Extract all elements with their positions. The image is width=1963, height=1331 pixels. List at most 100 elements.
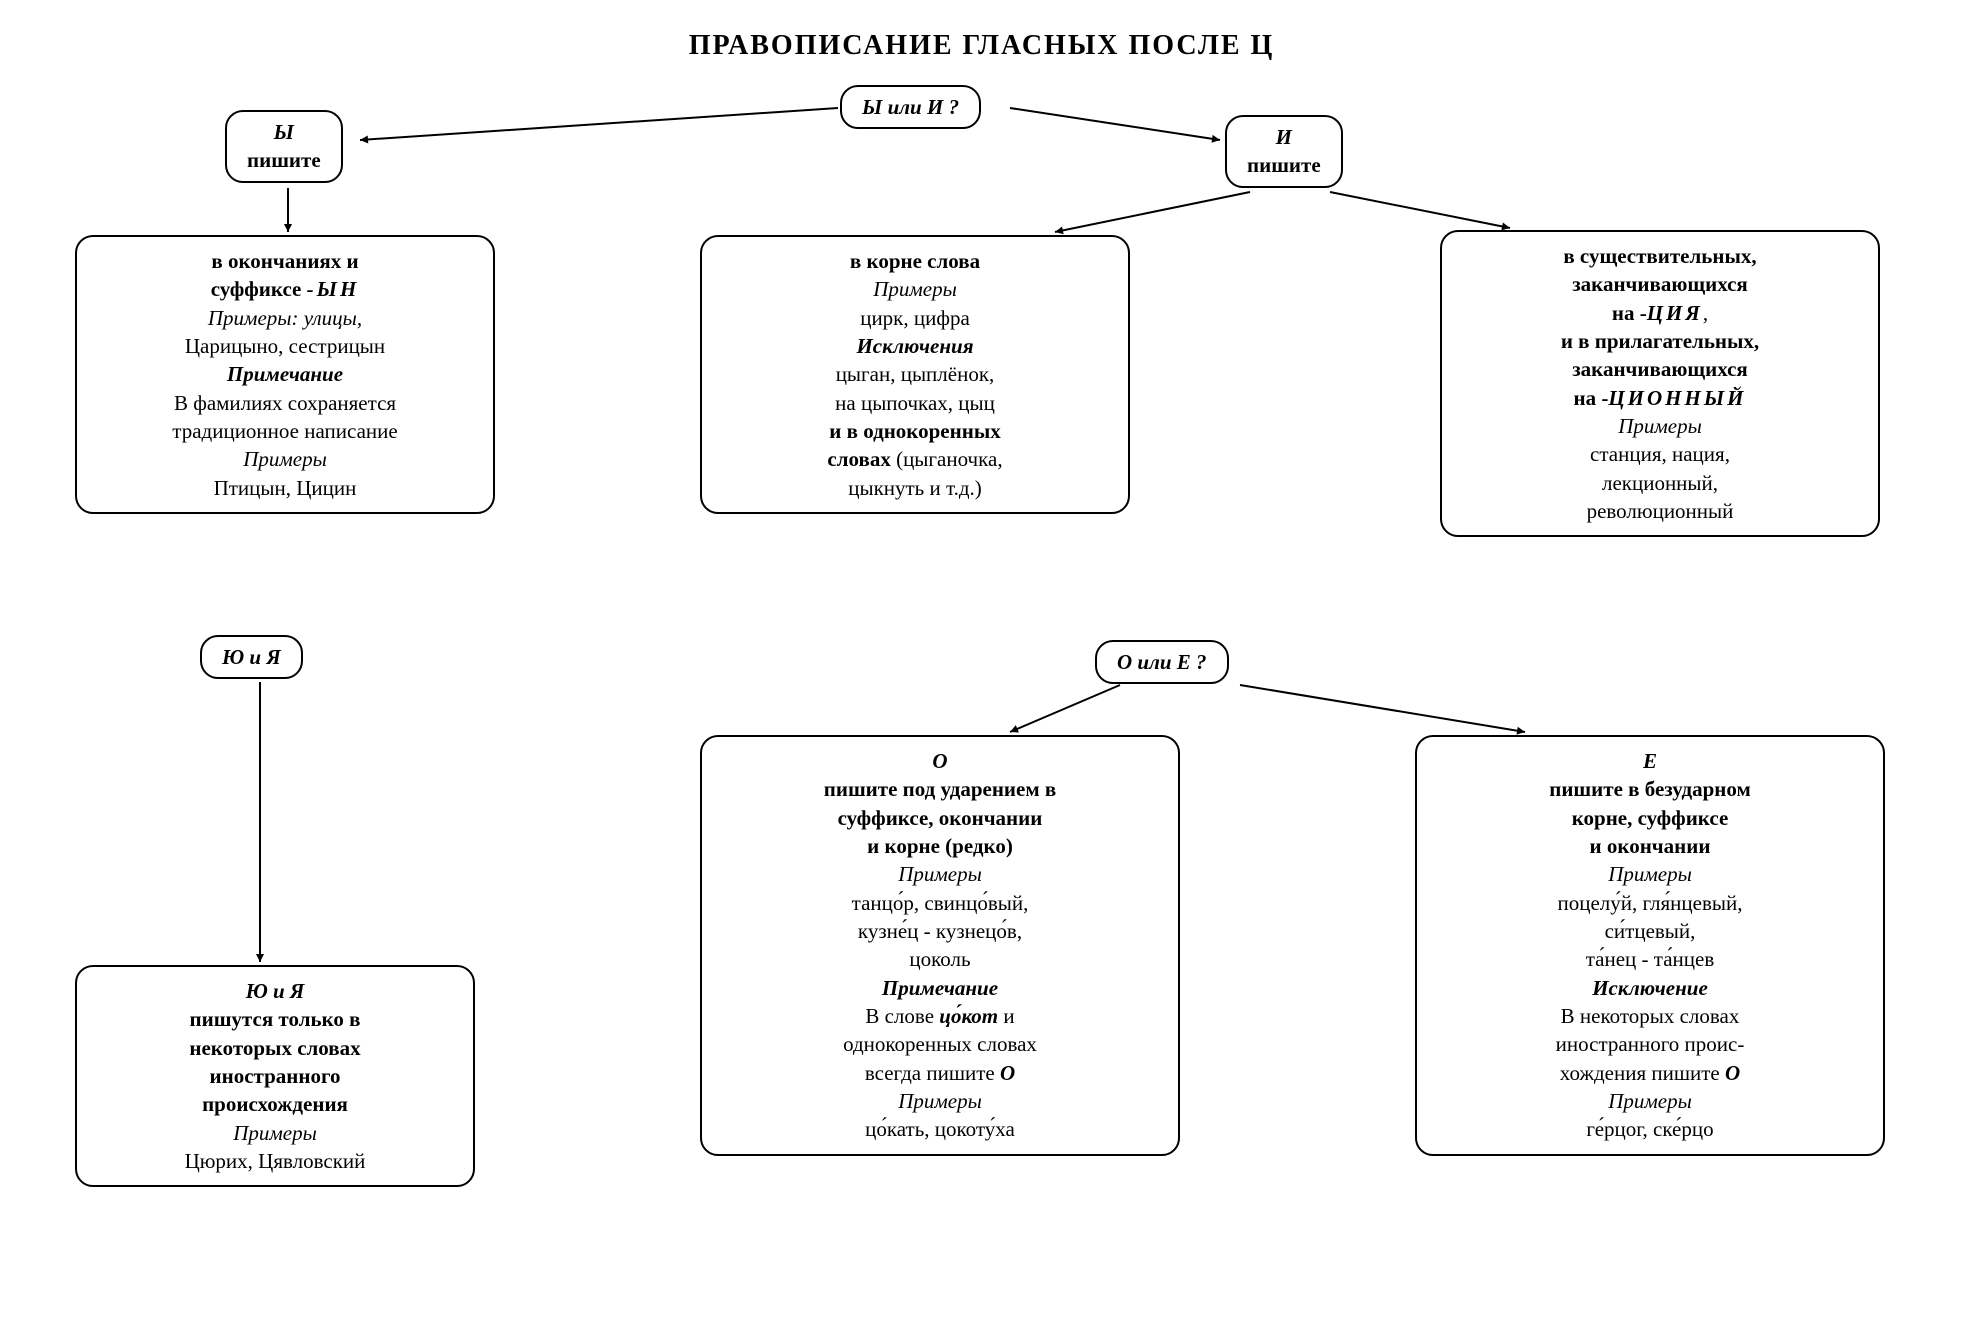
text-line: цирк, цифра [718,304,1112,332]
text-span: ЦИОННЫЙ [1608,386,1746,410]
text-span: ЦИЯ [1647,301,1703,325]
text-line: пишите под ударением в [718,775,1162,803]
text-line: цыкнуть и т.д.) [718,474,1112,502]
text-line: станция, нация, [1458,440,1862,468]
text-line: революционный [1458,497,1862,525]
text-line: заканчивающихся [1458,270,1862,298]
text-line: кузне́ц - кузнецо́в, [718,917,1162,945]
text-line: в существительных, [1458,242,1862,270]
text-line: иностранного [93,1062,457,1090]
text-line: заканчивающихся [1458,355,1862,383]
text-line: Исключения [718,332,1112,360]
edge-q2-o [1010,685,1120,732]
text-span: Примеры: улицы, [208,306,362,330]
text-line: Птицын, Цицин [93,474,477,502]
text-line: всегда пишите О [718,1059,1162,1087]
text-line: Е [1433,747,1867,775]
text-line: хождения пишите О [1433,1059,1867,1087]
text-span: (цыганочка, [896,447,1003,471]
edge-q1-y [360,108,838,140]
head-y-word: пишите [247,146,321,174]
box-yuya-rule: Ю и Я пишутся только в некоторых словах … [75,965,475,1187]
text-line: Примеры [1433,1087,1867,1115]
text-span: суффиксе [211,277,307,301]
text-span: хождения пишите [1560,1061,1725,1085]
text-span: цо́кот [939,1004,998,1028]
text-line: Примеры [718,860,1162,888]
text-line: пишите в безударном [1433,775,1867,803]
text-line: Примеры: улицы, [93,304,477,332]
head-i-word: пишите [1247,151,1321,179]
edge-i-box1 [1055,192,1250,232]
text-span: О [1725,1061,1740,1085]
head-i-letter: И [1247,123,1321,151]
text-line: в корне слова [718,247,1112,275]
text-line: на -ЦИЯ, [1458,299,1862,327]
text-line: и окончании [1433,832,1867,860]
text-line: Исключение [1433,974,1867,1002]
box-i-ciya: в существительных, заканчивающихся на -Ц… [1440,230,1880,537]
text-line: суффиксе -ЫН [93,275,477,303]
text-line: иностранного проис- [1433,1030,1867,1058]
box-o-rule: О пишите под ударением в суффиксе, оконч… [700,735,1180,1156]
text-line: Примеры [1433,860,1867,888]
text-line: на цыпочках, цыц [718,389,1112,417]
text-line: В некоторых словах [1433,1002,1867,1030]
text-line: на -ЦИОННЫЙ [1458,384,1862,412]
text-line: Примечание [718,974,1162,1002]
box-i-root: в корне слова Примеры цирк, цифра Исключ… [700,235,1130,514]
text-line: происхождения [93,1090,457,1118]
text-line: Царицыно, сестрицын [93,332,477,360]
text-line: Примеры [718,1087,1162,1115]
text-line: Примеры [1458,412,1862,440]
text-line: О [718,747,1162,775]
text-span: на - [1573,386,1608,410]
text-line: словах (цыганочка, [718,445,1112,473]
text-line: ге́рцог, ске́рцо [1433,1115,1867,1143]
text-line: Примеры [718,275,1112,303]
text-line: Примеры [93,445,477,473]
text-line: традиционное написание [93,417,477,445]
text-line: Цюрих, Цявловский [93,1147,457,1175]
text-span: словах [827,447,890,471]
text-line: та́нец - та́нцев [1433,945,1867,973]
text-line: си́тцевый, [1433,917,1867,945]
text-line: цо́кать, цокоту́ха [718,1115,1162,1143]
edge-q2-e [1240,685,1525,732]
text-span: , [1703,301,1708,325]
text-line: Примечание [93,360,477,388]
box-e-rule: Е пишите в безударном корне, суффиксе и … [1415,735,1885,1156]
title-text: ПРАВОПИСАНИЕ ГЛАСНЫХ ПОСЛЕ Ц [689,30,1275,61]
text-line: пишутся только в [93,1005,457,1033]
text-line: поцелу́й, гля́нцевый, [1433,889,1867,917]
text-span: и [998,1004,1015,1028]
question-text: О или Е ? [1117,648,1207,676]
text-line: лекционный, [1458,469,1862,497]
text-span: О [1000,1061,1015,1085]
head-y-letter: Ы [247,118,321,146]
text-line: и в прилагательных, [1458,327,1862,355]
text-line: цоколь [718,945,1162,973]
text-line: В слове цо́кот и [718,1002,1162,1030]
head-i: И пишите [1225,115,1343,188]
question-o-or-e: О или Е ? [1095,640,1229,684]
text-line: танцо́р, свинцо́вый, [718,889,1162,917]
text-line: В фамилиях сохраняется [93,389,477,417]
text-span: всегда пишите [865,1061,1000,1085]
text-span: на - [1612,301,1647,325]
text-line: в окончаниях и [93,247,477,275]
edge-q1-i [1010,108,1220,140]
question-text: Ы или И ? [862,93,959,121]
text-line: однокоренных словах [718,1030,1162,1058]
text-line: Ю и Я [93,977,457,1005]
text-line: цыган, цыплёнок, [718,360,1112,388]
text-line: суффиксе, окончании [718,804,1162,832]
box-y-rule: в окончаниях и суффиксе -ЫН Примеры: ули… [75,235,495,514]
edge-i-box2 [1330,192,1510,228]
head-y: Ы пишите [225,110,343,183]
text-span: -ЫН [307,277,360,301]
text-line: и в однокоренных [718,417,1112,445]
question-y-or-i: Ы или И ? [840,85,981,129]
text-line: некоторых словах [93,1034,457,1062]
head-yuya: Ю и Я [200,635,303,679]
